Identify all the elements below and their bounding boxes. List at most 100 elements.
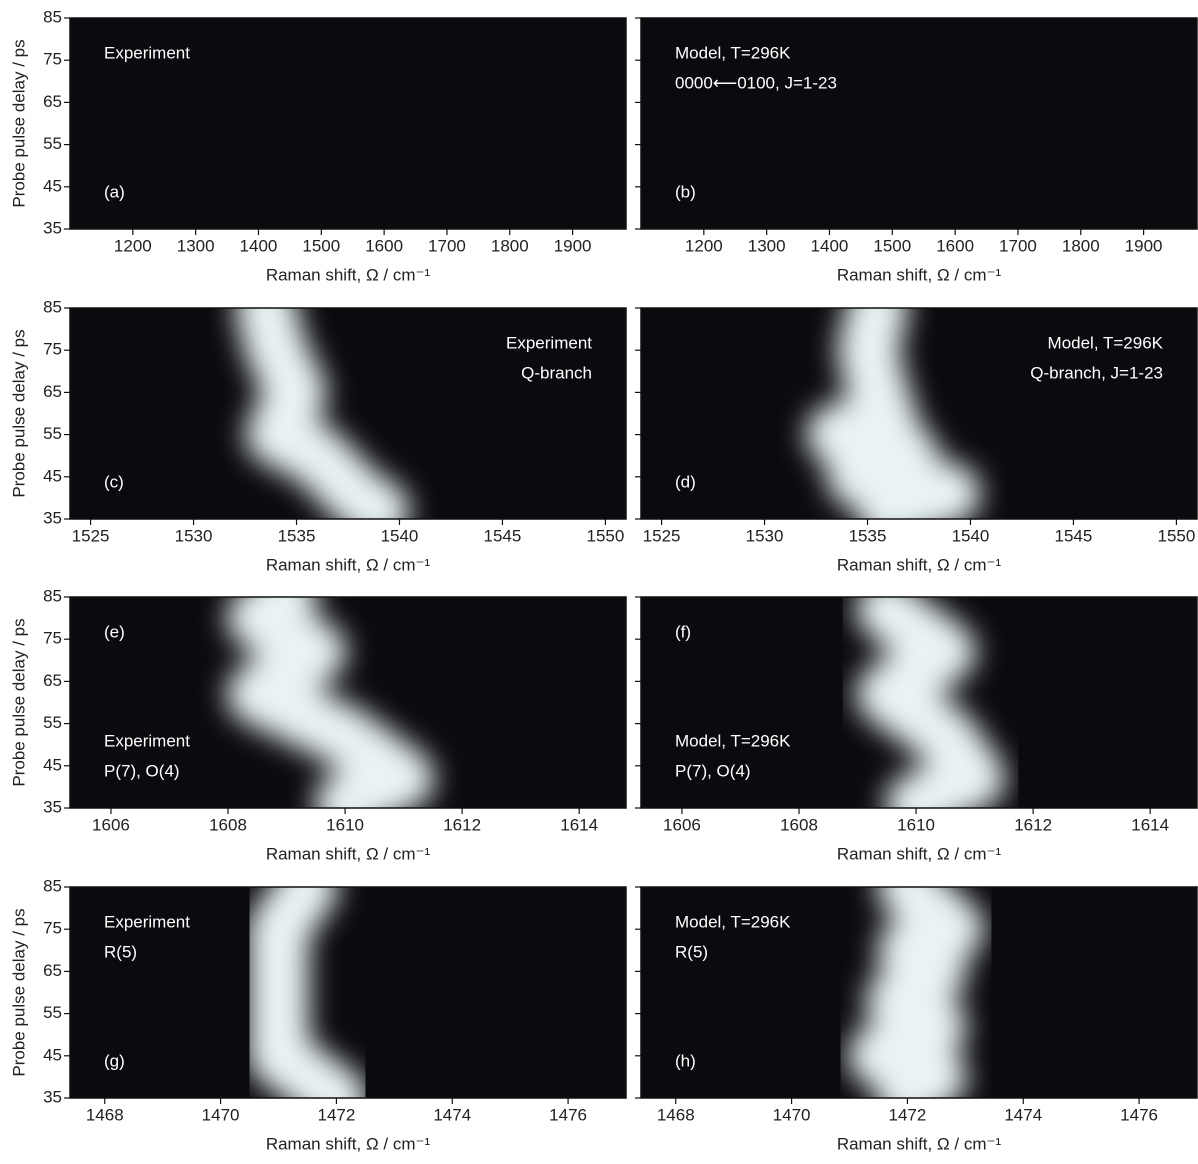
- annotation: Model, T=296K: [675, 912, 791, 931]
- annotation: Experiment: [104, 731, 190, 750]
- y-tick-label: 85: [43, 297, 62, 316]
- y-tick-label: 45: [43, 176, 62, 195]
- x-tick-label: 1610: [326, 815, 364, 834]
- x-tick-label: 1545: [484, 526, 522, 545]
- x-axis-label: Raman shift, Ω / cm⁻¹: [266, 265, 431, 284]
- ridge-glow: [847, 887, 985, 1098]
- panel-label: (a): [104, 182, 125, 201]
- panel-label: (g): [104, 1051, 125, 1070]
- x-tick-label: 1300: [748, 236, 786, 255]
- y-tick-label: 65: [43, 671, 62, 690]
- ridge-glow: [247, 887, 367, 1098]
- x-tick-label: 1530: [175, 526, 213, 545]
- ridge-glow: [226, 597, 435, 808]
- x-tick-label: 1500: [302, 236, 340, 255]
- x-tick-label: 1550: [586, 526, 624, 545]
- plot-area: [806, 308, 981, 519]
- plot-area: [254, 18, 505, 229]
- x-tick-label: 1608: [780, 815, 818, 834]
- x-tick-label: 1606: [663, 815, 701, 834]
- plot-area: [856, 597, 1006, 808]
- x-tick-label: 1500: [873, 236, 911, 255]
- x-tick-label: 1540: [952, 526, 990, 545]
- x-axis-label: Raman shift, Ω / cm⁻¹: [266, 1134, 431, 1153]
- plot-area: [841, 18, 1076, 229]
- x-tick-label: 1614: [560, 815, 598, 834]
- plot-frame: [69, 596, 627, 809]
- panel: 1468 1470 1472 1474 1476 Raman shift, Ω / cm⁻…: [635, 886, 1198, 1153]
- x-tick-label: 1474: [1004, 1105, 1042, 1124]
- panel-label: (d): [675, 472, 696, 491]
- x-tick-label: 1700: [428, 236, 466, 255]
- x-tick-label: 1300: [177, 236, 215, 255]
- x-tick-label: 1610: [897, 815, 935, 834]
- y-axis-label: Probe pulse delay / ps: [9, 329, 28, 497]
- annotation: R(5): [675, 942, 708, 961]
- y-tick-label: 85: [43, 876, 62, 895]
- panel-label: (b): [675, 182, 696, 201]
- x-tick-label: 1800: [491, 236, 529, 255]
- annotation: R(5): [104, 942, 137, 961]
- annotation: Model, T=296K: [675, 43, 791, 62]
- x-tick-label: 1400: [240, 236, 278, 255]
- y-tick-label: 45: [43, 466, 62, 485]
- y-tick-label: 75: [43, 919, 62, 938]
- plot-area: [226, 597, 435, 808]
- x-tick-label: 1606: [92, 815, 130, 834]
- panel-label: (c): [104, 472, 124, 491]
- annotation: P(7), O(4): [104, 761, 180, 780]
- annotation: Experiment: [104, 912, 190, 931]
- panel-label: (f): [675, 622, 691, 641]
- panel-label: (e): [104, 622, 125, 641]
- plot-background: [70, 18, 626, 229]
- x-tick-label: 1476: [549, 1105, 587, 1124]
- panel: 1200 1300 1400 1500 1600 1700 1800 1900 Raman sh…: [635, 17, 1198, 284]
- x-tick-label: 1614: [1131, 815, 1169, 834]
- y-axis-label: Probe pulse delay / ps: [9, 618, 28, 786]
- plot-area: [247, 887, 367, 1098]
- y-tick-label: 35: [43, 1087, 62, 1106]
- plot-area: [235, 308, 410, 519]
- x-axis-label: Raman shift, Ω / cm⁻¹: [837, 1134, 1002, 1153]
- x-tick-label: 1612: [1014, 815, 1052, 834]
- x-axis-label: Raman shift, Ω / cm⁻¹: [266, 844, 431, 863]
- x-tick-label: 1400: [811, 236, 849, 255]
- y-tick-label: 35: [43, 508, 62, 527]
- y-tick-label: 55: [43, 134, 62, 153]
- y-tick-label: 55: [43, 713, 62, 732]
- x-tick-label: 1700: [999, 236, 1037, 255]
- x-tick-label: 1608: [209, 815, 247, 834]
- annotation: Model, T=296K: [1048, 333, 1164, 352]
- x-tick-label: 1535: [278, 526, 316, 545]
- y-tick-label: 75: [43, 340, 62, 359]
- x-tick-label: 1472: [889, 1105, 927, 1124]
- annotation: Q-branch: [521, 363, 592, 382]
- y-tick-label: 85: [43, 7, 62, 26]
- x-tick-label: 1545: [1055, 526, 1093, 545]
- x-tick-label: 1540: [381, 526, 419, 545]
- x-tick-label: 1550: [1157, 526, 1195, 545]
- x-tick-label: 1468: [86, 1105, 124, 1124]
- panel: 1606 1608 1610 1612 1614 Raman shift, Ω / cm⁻…: [635, 596, 1198, 863]
- annotation: Experiment: [506, 333, 592, 352]
- plot-background: [70, 887, 626, 1098]
- x-tick-label: 1525: [72, 526, 110, 545]
- plot-frame: [640, 886, 1198, 1099]
- x-tick-label: 1472: [318, 1105, 356, 1124]
- annotation: P(7), O(4): [675, 761, 751, 780]
- x-tick-label: 1474: [433, 1105, 471, 1124]
- y-tick-label: 55: [43, 1003, 62, 1022]
- y-tick-label: 55: [43, 424, 62, 443]
- y-axis-label: Probe pulse delay / ps: [9, 908, 28, 1076]
- annotation: Experiment: [104, 43, 190, 62]
- ridge-glow: [235, 308, 410, 519]
- x-tick-label: 1900: [1125, 236, 1163, 255]
- x-tick-label: 1470: [773, 1105, 811, 1124]
- panel-label: (h): [675, 1051, 696, 1070]
- y-tick-label: 45: [43, 755, 62, 774]
- x-tick-label: 1900: [554, 236, 592, 255]
- plot-frame: [69, 17, 627, 230]
- x-axis-label: Raman shift, Ω / cm⁻¹: [837, 265, 1002, 284]
- y-tick-label: 35: [43, 218, 62, 237]
- y-tick-label: 45: [43, 1045, 62, 1064]
